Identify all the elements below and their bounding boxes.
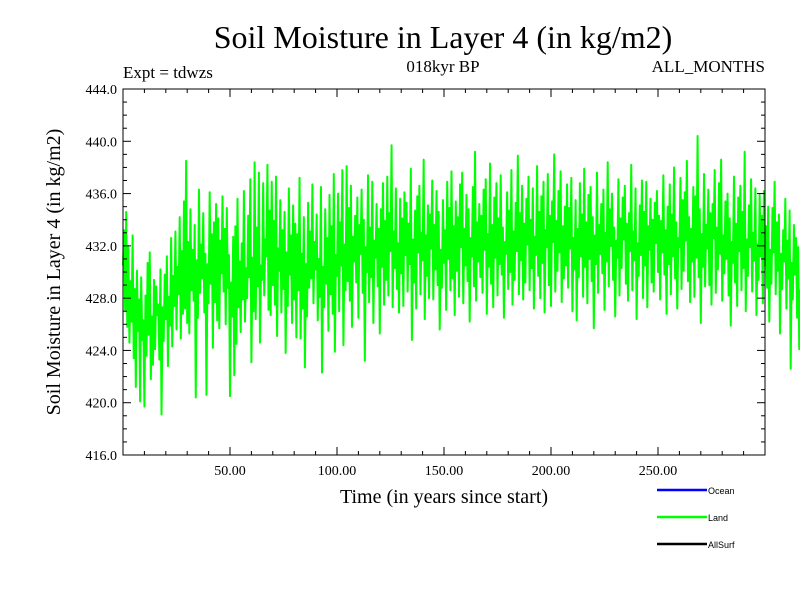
y-tick-label: 420.0 xyxy=(86,397,118,412)
y-tick-label: 432.0 xyxy=(86,240,118,255)
x-tick-label: 250.00 xyxy=(639,464,678,479)
y-tick-label: 424.0 xyxy=(86,344,118,359)
legend-label-land: Land xyxy=(708,513,728,523)
series-line-land xyxy=(122,135,800,416)
x-tick-label: 150.00 xyxy=(425,464,464,479)
x-tick-label: 50.00 xyxy=(214,464,246,479)
experiment-label: Expt = tdwzs xyxy=(123,63,213,82)
plot-frame xyxy=(122,88,766,456)
y-tick-label: 436.0 xyxy=(86,188,118,203)
x-axis-title: Time (in years since start) xyxy=(340,486,548,508)
legend: Ocean Land AllSurf xyxy=(657,486,735,550)
x-tick-label: 100.00 xyxy=(318,464,357,479)
y-tick-label: 428.0 xyxy=(86,292,118,307)
series-layer xyxy=(122,135,800,416)
plot-area: 50.00 100.00 150.00 200.00 250.00 416.0 420.0… xyxy=(86,83,800,479)
months-label: ALL_MONTHS xyxy=(652,57,765,76)
y-tick-label: 440.0 xyxy=(86,135,118,150)
chart-title: Soil Moisture in Layer 4 (in kg/m2) xyxy=(214,19,673,55)
x-axis: 50.00 100.00 150.00 200.00 250.00 xyxy=(143,89,745,479)
legend-label-ocean: Ocean xyxy=(708,486,735,496)
legend-label-allsurf: AllSurf xyxy=(708,540,735,550)
y-tick-label: 444.0 xyxy=(86,83,118,98)
x-tick-label: 200.00 xyxy=(532,464,571,479)
y-axis-title: Soil Moisture in Layer 4 (in kg/m2) xyxy=(43,129,65,416)
y-tick-label: 416.0 xyxy=(86,449,118,464)
period-label: 018kyr BP xyxy=(406,57,479,76)
